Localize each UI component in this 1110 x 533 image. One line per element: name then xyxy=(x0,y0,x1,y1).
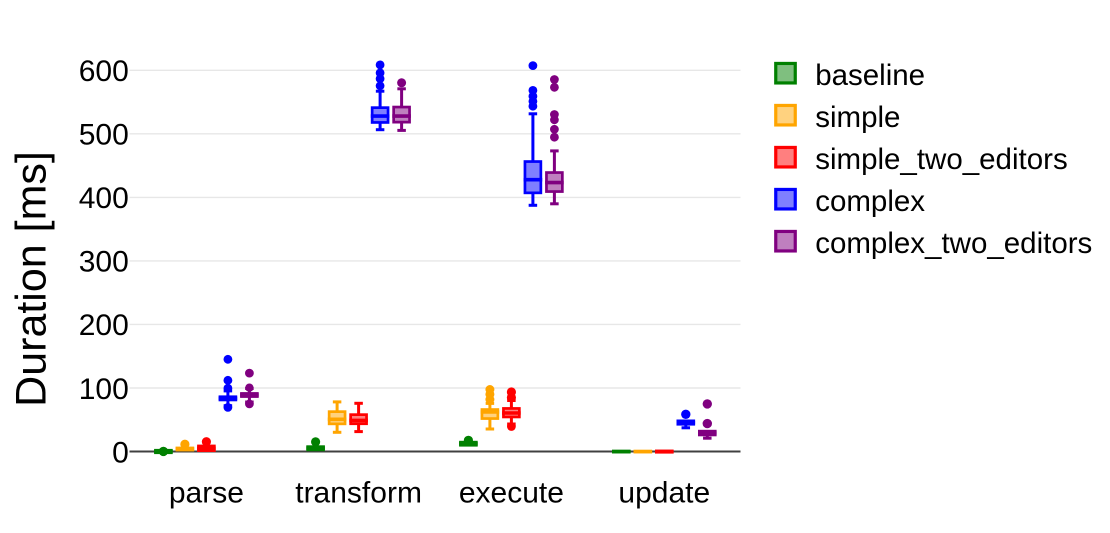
svg-text:simple: simple xyxy=(815,101,900,134)
svg-text:500: 500 xyxy=(79,119,129,152)
svg-text:simple_two_editors: simple_two_editors xyxy=(815,143,1068,176)
svg-text:execute: execute xyxy=(459,477,564,510)
svg-text:complex_two_editors: complex_two_editors xyxy=(815,227,1092,260)
svg-text:300: 300 xyxy=(79,246,129,279)
svg-text:baseline: baseline xyxy=(815,59,925,92)
svg-text:100: 100 xyxy=(79,373,129,406)
svg-text:parse: parse xyxy=(169,477,244,510)
svg-text:200: 200 xyxy=(79,309,129,342)
svg-text:600: 600 xyxy=(79,55,129,88)
svg-text:update: update xyxy=(618,477,710,510)
svg-text:0: 0 xyxy=(112,436,129,469)
svg-text:complex: complex xyxy=(815,185,925,218)
svg-text:400: 400 xyxy=(79,182,129,215)
svg-text:Duration [ms]: Duration [ms] xyxy=(8,151,56,407)
svg-text:transform: transform xyxy=(295,477,422,510)
